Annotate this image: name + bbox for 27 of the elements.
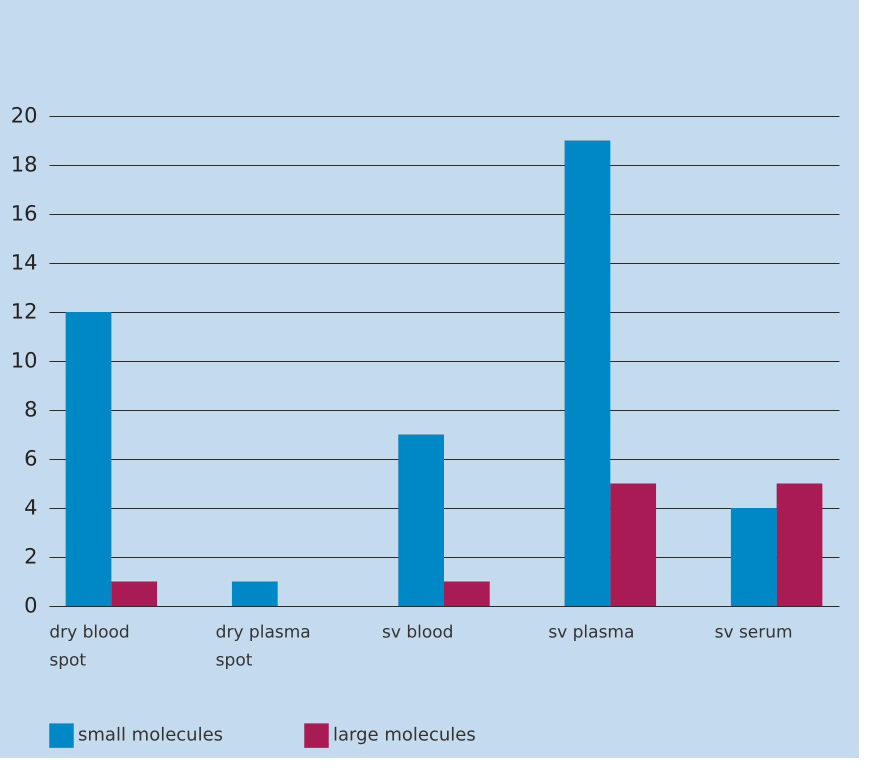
- bar: [564, 140, 610, 606]
- y-tick-label: 0: [24, 594, 38, 618]
- x-tick-label: dry blood spot: [49, 622, 130, 670]
- bar: [610, 484, 656, 606]
- y-tick-label: 10: [10, 348, 38, 372]
- y-tick-label: 14: [10, 250, 38, 274]
- x-tick-label: sv plasma: [548, 622, 634, 642]
- y-tick-label: 8: [24, 398, 38, 422]
- bar: [776, 484, 822, 606]
- bar: [444, 582, 490, 606]
- bar: [111, 582, 158, 606]
- y-tick-label: 16: [10, 202, 38, 226]
- legend-label: large molecules: [333, 724, 476, 746]
- bar: [232, 582, 278, 606]
- x-tick-label: sv blood: [382, 622, 454, 642]
- legend-label: small molecules: [78, 724, 224, 746]
- y-tick-label: 4: [24, 496, 38, 520]
- bar: [730, 508, 777, 606]
- y-tick-label: 18: [10, 152, 38, 176]
- bar: [398, 434, 444, 606]
- y-tick-label: 12: [10, 300, 38, 324]
- y-tick-label: 6: [24, 446, 38, 470]
- x-tick-label: sv serum: [714, 622, 793, 642]
- bar: [66, 312, 112, 606]
- y-tick-label: 20: [10, 104, 38, 128]
- y-tick-label: 2: [24, 544, 38, 568]
- x-tick-label: dry plasma spot: [216, 622, 311, 670]
